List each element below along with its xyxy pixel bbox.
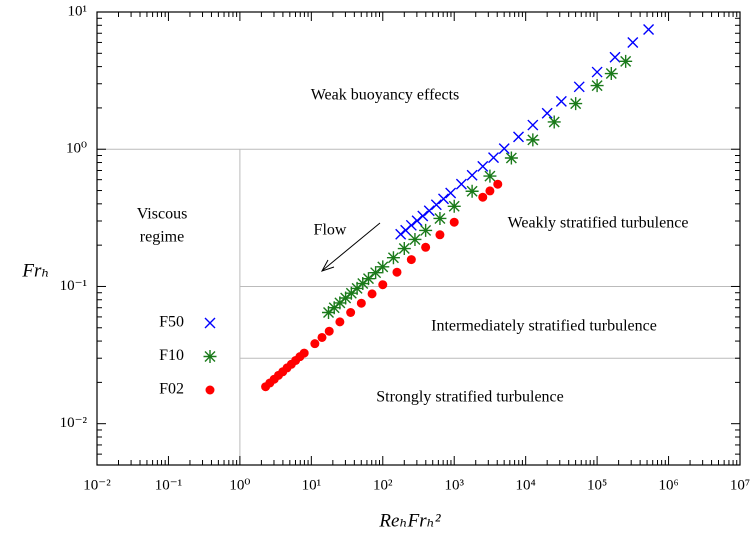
x-tick-label: 10⁵ [587,477,607,493]
data-point [327,301,341,315]
data-point [438,193,450,205]
data-point [405,219,417,231]
data-point [333,296,347,310]
data-point [322,306,336,320]
data-point [466,169,478,181]
y-tick-label: 10¹ [68,3,88,19]
x-tick-label: 10⁷ [730,477,750,493]
data-point [376,260,390,274]
data-point [573,81,585,93]
annotation: Weak buoyancy effects [311,87,460,104]
data-point [488,152,500,164]
x-tick-label: 10⁶ [658,477,678,493]
flow-arrow [320,222,381,272]
annotation: Flow [314,222,347,239]
data-point [310,339,320,349]
data-point [504,151,518,165]
data-point [477,160,489,172]
annotation: regime [140,229,184,246]
data-point [483,169,497,183]
data-point [627,36,639,48]
legend-label: F50 [159,314,184,331]
data-point [590,79,604,93]
legend-marker [203,350,217,363]
annotation: Weakly stratified turbulence [508,215,689,232]
data-point [609,51,621,63]
data-point [397,242,411,256]
data-point [344,286,358,300]
data-point [392,267,402,277]
data-point [435,230,445,240]
data-point [526,133,540,147]
x-tick-label: 10⁻¹ [155,477,182,493]
data-point [493,179,503,189]
data-point [421,242,431,252]
data-point [498,143,510,155]
data-point [419,223,433,237]
data-point [433,211,447,225]
data-point [423,205,435,217]
data-point [335,317,345,327]
x-tick-label: 10¹ [302,477,322,493]
legend-marker [205,385,215,395]
data-point [445,187,457,199]
annotation: Intermediately stratified turbulence [431,318,657,335]
annotation: Viscous [137,206,188,223]
legend-marker [204,317,216,329]
plot-frame [96,11,741,466]
data-point [591,66,603,78]
x-tick-label: 10⁴ [516,477,536,493]
data-point [317,332,327,342]
x-tick-label: 10⁰ [229,477,250,493]
legend-label: F10 [159,347,184,364]
data-point [350,281,364,295]
data-point [417,210,429,222]
data-point [541,107,553,119]
x-tick-label: 10² [373,477,393,493]
data-point [604,67,618,81]
data-point [361,272,375,286]
data-point [339,291,353,305]
data-point [299,348,309,358]
data-point [447,199,461,213]
data-point [643,24,655,36]
data-point [569,97,583,111]
x-axis-label: ReₕFrₕ² [378,510,440,531]
data-point [386,251,400,265]
data-point [367,289,377,299]
y-tick-label: 10⁻¹ [60,278,87,294]
data-point [408,232,422,246]
data-point [527,119,539,131]
y-tick-label: 10⁰ [66,141,87,157]
data-point [346,308,356,318]
y-axis-label: Frₕ [21,260,49,281]
data-point [356,298,366,308]
data-point [465,184,479,198]
data-point [478,192,488,202]
data-point [356,277,370,291]
y-tick-label: 10⁻² [60,415,88,431]
x-tick-label: 10⁻² [83,477,111,493]
data-point [430,199,442,211]
legend-label: F02 [159,381,184,398]
data-point [555,95,567,107]
data-point [547,115,561,129]
annotation: Strongly stratified turbulence [376,389,564,406]
data-point [455,178,467,190]
data-point [619,54,633,68]
data-point [406,255,416,265]
data-point [324,326,334,336]
data-point [485,186,495,196]
data-point [378,280,388,290]
data-point [449,217,459,227]
data-point [369,266,383,280]
x-tick-label: 10³ [444,477,464,493]
data-point [513,131,525,143]
